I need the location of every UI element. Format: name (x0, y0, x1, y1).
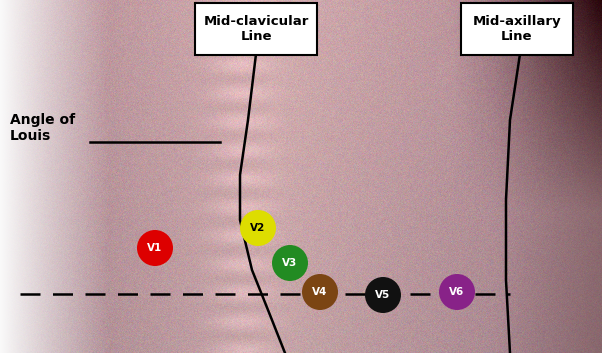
Text: Mid-clavicular
Line: Mid-clavicular Line (203, 15, 309, 43)
Text: V5: V5 (376, 290, 391, 300)
Text: V6: V6 (449, 287, 465, 297)
Text: V4: V4 (312, 287, 327, 297)
Circle shape (439, 274, 475, 310)
Text: Mid-axillary
Line: Mid-axillary Line (473, 15, 561, 43)
Text: V1: V1 (147, 243, 163, 253)
Circle shape (302, 274, 338, 310)
Circle shape (240, 210, 276, 246)
Text: Angle of
Louis: Angle of Louis (10, 113, 75, 143)
Circle shape (137, 230, 173, 266)
Circle shape (365, 277, 401, 313)
Text: V3: V3 (282, 258, 297, 268)
Circle shape (272, 245, 308, 281)
Text: V2: V2 (250, 223, 265, 233)
FancyBboxPatch shape (195, 3, 317, 55)
FancyBboxPatch shape (461, 3, 573, 55)
